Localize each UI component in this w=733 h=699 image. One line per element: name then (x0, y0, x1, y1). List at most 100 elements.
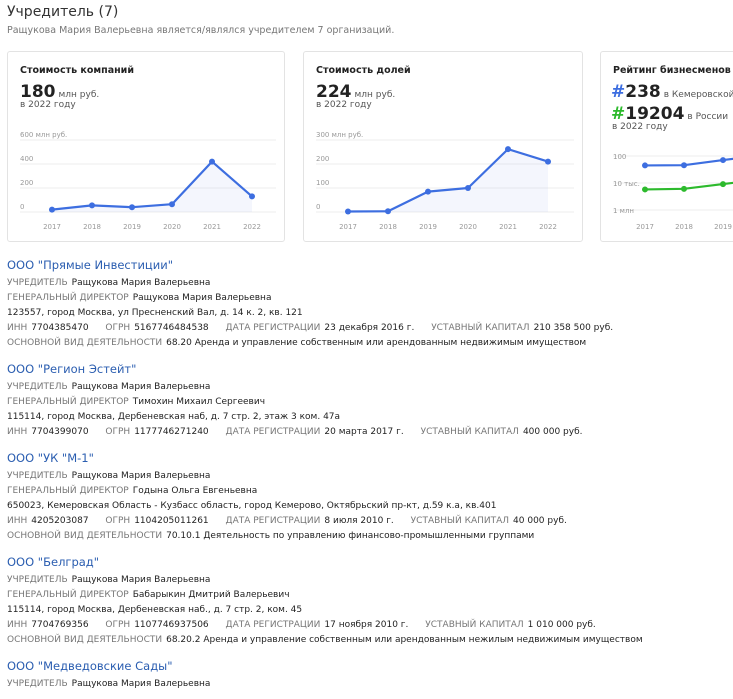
y-tick-label: 10 тыс. (613, 180, 640, 188)
data-point (681, 185, 687, 192)
companies-value-card[interactable]: Стоимость компаний 180 млн руб. в 2022 го… (7, 51, 285, 242)
reg-date-label: Дата регистрации (225, 516, 321, 526)
reg-date-value: 20 марта 2017 г. (324, 427, 404, 437)
y-tick-label: 100 (613, 153, 626, 161)
founder-row: Учредитель Ращукова Мария Валерьевна (7, 469, 727, 484)
capital-label: Уставный капитал (420, 427, 519, 437)
series-line (644, 181, 733, 191)
data-point (720, 157, 726, 164)
data-point (505, 146, 511, 153)
director-label: Генеральный директор (7, 486, 129, 496)
inn-value: 7704385470 (31, 323, 89, 333)
companies-value-chart: 0 200 400 600 млн руб. 2017 2018 2019 2020 2021 2… (20, 131, 276, 231)
address: 115114, город Москва, Дербеневская наб, … (7, 412, 341, 422)
activity-row: Основной вид деятельности 68.20 Аренда и … (7, 336, 727, 351)
y-tick-label: 200 (316, 155, 329, 163)
inn-label: ИНН (7, 427, 28, 437)
companies-list: ООО "Прямые Инвестиции" Учредитель Ращуко… (7, 258, 727, 699)
activity-value: 68.20 Аренда и управление собственным ил… (166, 338, 587, 348)
activity-label: Основной вид деятельности (7, 531, 163, 541)
company-item: ООО "Медведовские Сады" Учредитель Ращуко… (7, 659, 727, 692)
inn-label: ИНН (7, 620, 28, 630)
director-label: Генеральный директор (7, 397, 129, 407)
founder-row: Учредитель Ращукова Мария Валерьевна (7, 380, 727, 395)
capital-label: Уставный капитал (410, 516, 510, 526)
ogrn-value: 5167746484538 (134, 323, 209, 333)
company-item: ООО "УК "М-1" Учредитель Ращукова Мария В… (7, 451, 727, 544)
x-tick-label: 2017 (339, 223, 357, 231)
data-point (642, 186, 648, 193)
series-line (347, 148, 549, 213)
data-point (545, 158, 551, 165)
capital-label: Уставный капитал (425, 620, 524, 630)
founder-value: Ращукова Мария Валерьевна (71, 679, 211, 689)
card-title: Стоимость долей (316, 65, 411, 76)
x-tick-label: 2017 (43, 223, 61, 231)
inn-value: 7704399070 (31, 427, 89, 437)
director-value: Ращукова Мария Валерьевна (132, 293, 272, 303)
ogrn-value: 1107746937506 (134, 620, 209, 630)
year-note: в 2022 году (612, 122, 668, 132)
inn-value: 7704769356 (31, 620, 89, 630)
y-tick-label: 0 (316, 203, 320, 211)
data-point (385, 208, 391, 215)
rank-number: 19204 (625, 104, 685, 124)
director-row: Генеральный директор Бабарыкин Дмитрий Ва… (7, 588, 727, 603)
series-area (52, 161, 252, 212)
activity-label: Основной вид деятельности (7, 338, 163, 348)
x-tick-label: 2017 (636, 223, 654, 231)
big-value: 180 млн руб. (20, 82, 99, 102)
ogrn-value: 1104205011261 (134, 516, 209, 526)
inn-label: ИНН (7, 516, 28, 526)
section-header: Учредитель (7) Ращукова Мария Валерьевна… (7, 4, 394, 36)
shares-value-card[interactable]: Стоимость долей 224 млн руб. в 2022 году … (303, 51, 583, 242)
activity-label: Основной вид деятельности (7, 635, 163, 645)
founder-row: Учредитель Ращукова Мария Валерьевна (7, 573, 727, 588)
series-line (644, 157, 733, 167)
company-name-link[interactable]: ООО "Регион Эстейт" (7, 362, 137, 376)
company-name-link[interactable]: ООО "УК "М-1" (7, 451, 94, 465)
value-number: 224 (316, 82, 352, 102)
ogrn-label: ОГРН (105, 620, 131, 630)
shares-value-chart: 0 100 200 300 млн руб. 2017 2018 2019 2020 2021 2… (316, 131, 574, 231)
reg-date-value: 17 ноября 2010 г. (324, 620, 409, 630)
address: 123557, город Москва, ул Пресненский Вал… (7, 308, 303, 318)
card-title: Рейтинг бизнесменов (613, 65, 731, 76)
director-row: Генеральный директор Годына Ольга Евгенье… (7, 484, 727, 499)
data-point (345, 208, 351, 215)
rank-label: в России (687, 112, 729, 122)
rank-hash: # (611, 82, 626, 102)
data-point (49, 206, 55, 213)
address: 650023, Кемеровская Область - Кузбасс об… (7, 501, 497, 511)
director-value: Бабарыкин Дмитрий Валерьевич (132, 590, 290, 600)
company-item: ООО "Регион Эстейт" Учредитель Ращукова М… (7, 362, 727, 440)
series-area (348, 149, 548, 212)
rank-hash: # (611, 104, 626, 124)
x-tick-label: 2021 (203, 223, 221, 231)
data-point (425, 188, 431, 195)
x-tick-label: 2019 (419, 223, 437, 231)
founder-row: Учредитель Ращукова Мария Валерьевна (7, 276, 727, 291)
y-tick-label: 100 (316, 179, 329, 187)
founder-value: Ращукова Мария Валерьевна (71, 278, 211, 288)
data-point (681, 162, 687, 169)
y-tick-label: 1 млн (613, 207, 634, 215)
value-unit: млн руб. (58, 90, 100, 100)
data-point (209, 158, 215, 165)
company-name-link[interactable]: ООО "Белград" (7, 555, 100, 569)
rank-label: в Кемеровской о (663, 90, 733, 100)
company-item: ООО "Белград" Учредитель Ращукова Мария В… (7, 555, 727, 648)
founder-label: Учредитель (7, 471, 68, 481)
company-name-link[interactable]: ООО "Прямые Инвестиции" (7, 258, 173, 272)
company-name-link[interactable]: ООО "Медведовские Сады" (7, 659, 173, 673)
section-title: Учредитель (7) (7, 4, 119, 20)
founder-value: Ращукова Мария Валерьевна (71, 382, 211, 392)
director-label: Генеральный директор (7, 590, 129, 600)
value-unit: млн руб. (354, 90, 396, 100)
founder-label: Учредитель (7, 575, 68, 585)
data-point (169, 201, 175, 208)
founder-label: Учредитель (7, 278, 68, 288)
founder-label: Учредитель (7, 679, 68, 689)
y-tick-label: 0 (20, 203, 24, 211)
